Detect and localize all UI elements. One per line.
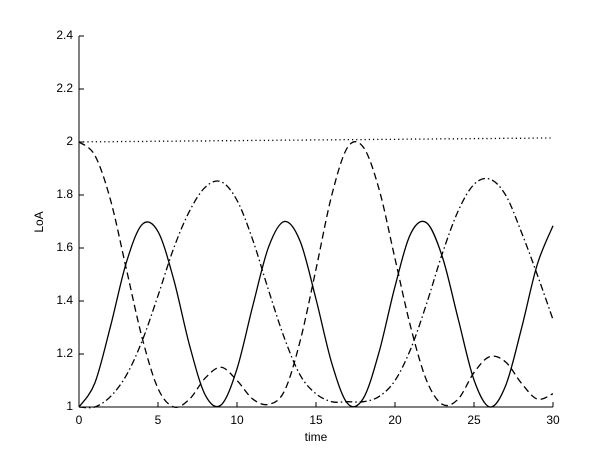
x-tick-label: 25: [467, 413, 481, 427]
y-tick-label: 1.2: [56, 346, 73, 360]
x-tick-label: 10: [230, 413, 244, 427]
y-tick-label: 1: [66, 399, 73, 413]
x-tick-label: 20: [388, 413, 402, 427]
y-tick-label: 1.8: [56, 187, 73, 201]
series-line: [78, 141, 554, 409]
series-line: [78, 137, 554, 143]
x-axis-label: time: [305, 430, 328, 444]
series-line: [78, 177, 554, 409]
y-tick-label: 2.2: [56, 81, 73, 95]
x-tick-label: 5: [155, 413, 162, 427]
series-line: [78, 220, 554, 408]
x-tick-label: 15: [309, 413, 323, 427]
y-tick-label: 1.4: [56, 293, 73, 307]
y-tick-label: 1.6: [56, 240, 73, 254]
y-axis-label: LoA: [32, 211, 46, 232]
x-tick-label: 0: [76, 413, 83, 427]
y-tick-label: 2.4: [56, 28, 73, 42]
x-tick-label: 30: [546, 413, 560, 427]
y-tick-label: 2: [66, 134, 73, 148]
